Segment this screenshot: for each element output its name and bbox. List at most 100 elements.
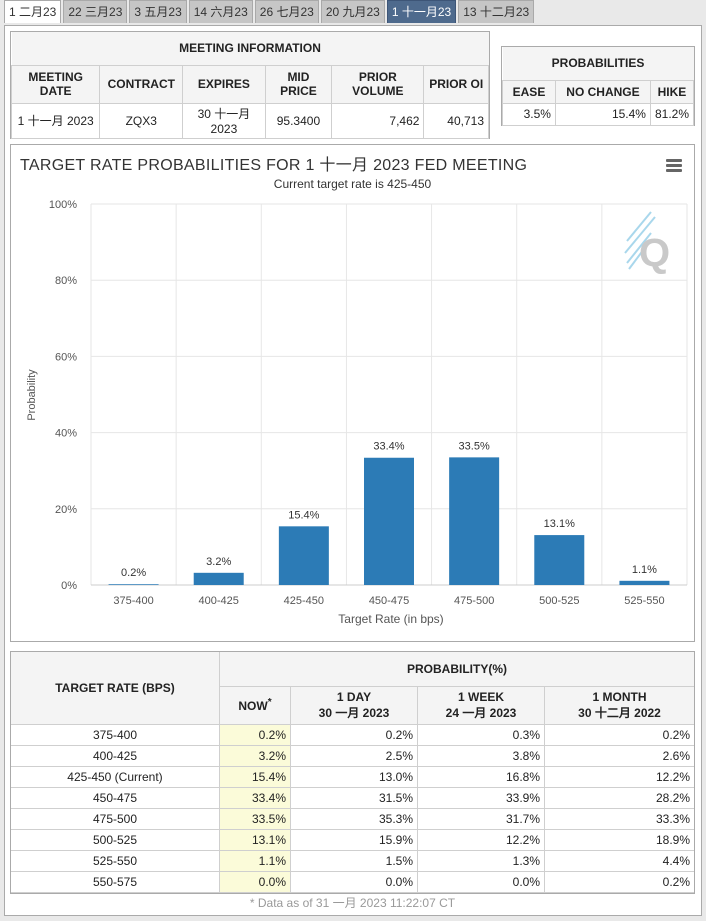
- tab-meeting[interactable]: 20 九月23: [320, 0, 385, 23]
- bar[interactable]: [619, 580, 670, 585]
- table-row: 400-425 3.2% 2.5% 3.8% 2.6%: [11, 744, 694, 767]
- bar-data-label: 0.2%: [121, 567, 146, 579]
- x-tick-label: 475-500: [454, 595, 494, 607]
- probability-cell: 13.1%: [219, 828, 291, 851]
- col-meeting-date: MEETING DATE: [10, 64, 101, 104]
- target-rate-cell: 450-475: [11, 786, 220, 809]
- table-row: 425-450 (Current) 15.4% 13.0% 16.8% 12.2%: [11, 765, 694, 788]
- tab-meeting-active[interactable]: 1 十一月23: [386, 0, 457, 23]
- y-tick-label: 0%: [61, 580, 77, 592]
- data-timestamp-footnote: * Data as of 31 一月 2023 11:22:07 CT: [249, 896, 456, 910]
- target-rate-cell: 525-550: [11, 849, 220, 872]
- meeting-tabs: 1 二月23 22 三月23 3 五月23 14 六月23 26 七月23 20…: [4, 0, 536, 25]
- tab-meeting[interactable]: 1 二月23: [4, 0, 62, 23]
- bar-data-label: 15.4%: [288, 509, 319, 521]
- col-1-week: 1 WEEK 24 一月 2023: [417, 685, 545, 725]
- probability-cell: 33.5%: [219, 807, 291, 830]
- meeting-date-value: 1 十一月 2023: [10, 102, 101, 139]
- bar[interactable]: [278, 526, 329, 585]
- table-row: 375-400 0.2% 0.2% 0.3% 0.2%: [11, 723, 694, 746]
- cme-q-logo-icon: Q: [624, 211, 670, 275]
- probability-cell: 33.4%: [219, 786, 291, 809]
- x-axis-title: Target Rate (in bps): [338, 612, 443, 626]
- x-tick-label: 525-550: [624, 595, 664, 607]
- probability-cell: 0.2%: [544, 870, 694, 893]
- probability-cell: 15.9%: [290, 828, 418, 851]
- target-rate-cell: 500-525: [11, 828, 220, 851]
- table-row: 450-475 33.4% 31.5% 33.9% 28.2%: [11, 786, 694, 809]
- tab-meeting[interactable]: 13 十二月23: [458, 0, 535, 23]
- probability-cell: 0.2%: [290, 723, 418, 746]
- expires-value: 30 十一月 2023: [182, 102, 266, 139]
- col-mid-price: MID PRICE: [264, 64, 333, 104]
- bar[interactable]: [193, 572, 244, 585]
- mid-price-value: 95.3400: [264, 102, 333, 139]
- col-contract: CONTRACT: [99, 64, 184, 104]
- probability-cell: 0.2%: [219, 723, 291, 746]
- svg-text:Q: Q: [639, 231, 670, 275]
- tab-meeting[interactable]: 3 五月23: [129, 0, 187, 23]
- target-rate-cell: 425-450 (Current): [11, 765, 220, 788]
- probability-cell: 33.9%: [417, 786, 545, 809]
- probability-cell: 13.0%: [290, 765, 418, 788]
- bar-data-label: 33.5%: [459, 440, 490, 452]
- probability-cell: 2.6%: [544, 744, 694, 767]
- probability-cell: 3.8%: [417, 744, 545, 767]
- col-expires: EXPIRES: [182, 64, 266, 104]
- probability-cell: 0.0%: [290, 870, 418, 893]
- probability-cell: 3.2%: [219, 744, 291, 767]
- ease-value: 3.5%: [502, 102, 556, 126]
- col-now: NOW*: [219, 685, 291, 725]
- probability-cell: 4.4%: [544, 849, 694, 872]
- now-asterisk: *: [267, 697, 272, 708]
- probability-group-header: PROBABILITY(%): [219, 652, 694, 687]
- tab-meeting[interactable]: 22 三月23: [63, 0, 128, 23]
- prior-oi-value: 40,713: [423, 102, 489, 139]
- col-prior-volume: PRIOR VOLUME: [331, 64, 425, 104]
- contract-value: ZQX3: [99, 102, 184, 139]
- col-1-month: 1 MONTH 30 十二月 2022: [544, 685, 694, 725]
- probabilities-title: PROBABILITIES: [502, 47, 694, 81]
- y-tick-label: 80%: [55, 275, 77, 287]
- probability-cell: 12.2%: [417, 828, 545, 851]
- target-rate-cell: 550-575: [11, 870, 220, 893]
- meeting-info-title: MEETING INFORMATION: [11, 32, 489, 66]
- probability-cell: 2.5%: [290, 744, 418, 767]
- x-tick-label: 425-450: [284, 595, 324, 607]
- y-tick-label: 100%: [49, 199, 77, 211]
- probability-cell: 0.0%: [417, 870, 545, 893]
- tab-meeting[interactable]: 14 六月23: [188, 0, 253, 23]
- col-1-day: 1 DAY 30 一月 2023: [290, 685, 418, 725]
- tab-meeting[interactable]: 26 七月23: [254, 0, 319, 23]
- col-ease: EASE: [502, 79, 556, 104]
- probabilities-panel: PROBABILITIES EASE NO CHANGE HIKE 3.5% 1…: [501, 46, 695, 126]
- table-row: 525-550 1.1% 1.5% 1.3% 4.4%: [11, 849, 694, 872]
- probability-cell: 1.1%: [219, 849, 291, 872]
- probability-cell: 35.3%: [290, 807, 418, 830]
- col-prior-oi: PRIOR OI: [423, 64, 489, 104]
- meeting-info-panel: MEETING INFORMATION MEETING DATE CONTRAC…: [10, 31, 490, 139]
- x-tick-label: 400-425: [199, 595, 239, 607]
- probability-cell: 18.9%: [544, 828, 694, 851]
- hike-value: 81.2%: [649, 102, 695, 126]
- bar[interactable]: [364, 457, 414, 585]
- probability-cell: 0.3%: [417, 723, 545, 746]
- x-tick-label: 375-400: [113, 595, 153, 607]
- x-tick-label: 450-475: [369, 595, 409, 607]
- y-axis-title: Probability: [26, 369, 38, 421]
- prior-volume-value: 7,462: [331, 102, 425, 139]
- hamburger-menu-icon[interactable]: [666, 159, 682, 173]
- bar-data-label: 1.1%: [632, 564, 657, 576]
- probability-cell: 0.0%: [219, 870, 291, 893]
- bar[interactable]: [449, 457, 500, 585]
- bar[interactable]: [534, 535, 585, 585]
- bar-data-label: 33.4%: [373, 441, 404, 453]
- chart-title: TARGET RATE PROBABILITIES FOR 1 十一月 2023…: [20, 157, 528, 174]
- target-rate-cell: 400-425: [11, 744, 220, 767]
- y-tick-label: 40%: [55, 428, 77, 440]
- probability-chart: TARGET RATE PROBABILITIES FOR 1 十一月 2023…: [10, 144, 695, 642]
- probability-cell: 31.7%: [417, 807, 545, 830]
- bar[interactable]: [108, 584, 159, 585]
- probability-cell: 31.5%: [290, 786, 418, 809]
- probability-cell: 33.3%: [544, 807, 694, 830]
